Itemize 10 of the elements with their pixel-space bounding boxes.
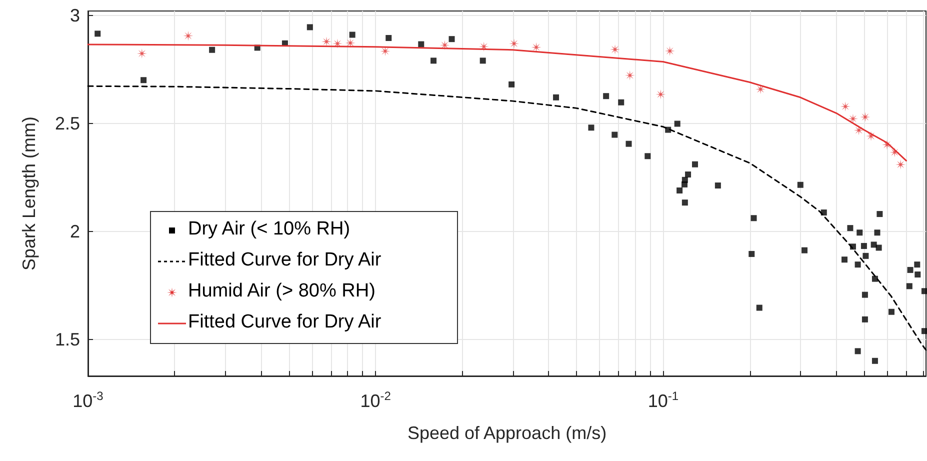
legend-label: Humid Air (> 80% RH) (188, 280, 376, 302)
legend-label: Dry Air (< 10% RH) (188, 218, 350, 240)
legend-label: Fitted Curve for Dry Air (188, 312, 382, 332)
y-tick-label: 2 (70, 221, 80, 242)
y-axis-title: Spark Length (mm) (19, 116, 39, 271)
y-tick-label: 3 (70, 5, 80, 26)
y-tick-label: 1.5 (54, 329, 80, 350)
x-axis-title: Speed of Approach (m/s) (407, 423, 607, 443)
legend-label: Fitted Curve for Dry Air (188, 250, 382, 270)
y-tick-label: 2.5 (54, 113, 80, 134)
